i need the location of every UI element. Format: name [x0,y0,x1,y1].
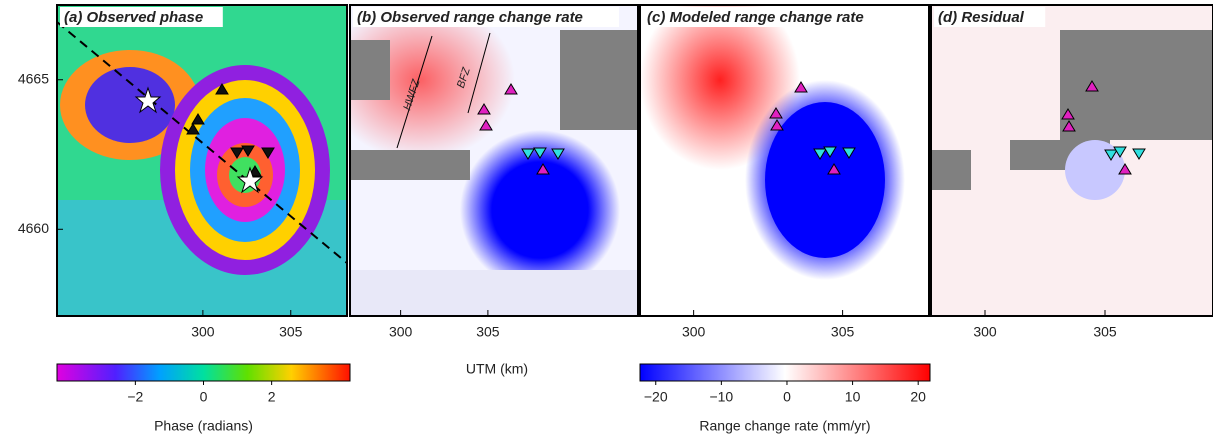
panel-b-image [350,5,638,316]
y-tick-label: 4660 [18,220,49,236]
panel-d-image [931,5,1213,316]
panel-title: (d) Residual [938,9,1025,26]
colorbar-tick-label: 10 [845,389,861,405]
x-tick-label: 305 [1093,324,1117,340]
colorbar-label: Range change rate (mm/yr) [699,418,870,434]
colorbar-tick-label: 20 [910,389,926,405]
x-tick-label: 305 [476,324,500,340]
panel-a-image [57,5,347,316]
panel-title: (c) Modeled range change rate [647,9,864,26]
x-axis-label: UTM (km) [466,361,528,377]
panel-frame [930,4,1213,317]
panel-frame [639,4,930,317]
colorbar-tick-label: 0 [783,389,791,405]
panel-title: (a) Observed phase [64,9,203,26]
colorbar-tick-label: 0 [200,389,208,405]
colorbar-range [639,363,931,382]
x-tick-label: 300 [682,324,706,340]
title-box [934,7,1046,27]
title-box [353,7,619,27]
y-tick-label: 4665 [18,70,49,86]
x-tick-label: 300 [389,324,413,340]
title-box [643,7,901,27]
x-tick-label: 300 [191,324,215,340]
x-tick-label: 300 [973,324,997,340]
panel-title: (b) Observed range change rate [357,9,583,26]
title-box [60,7,223,27]
colorbar-tick-label: −10 [709,389,733,405]
markers [134,80,1146,194]
colorbar-tick-label: −20 [644,389,668,405]
x-tick-label: 305 [279,324,303,340]
panel-c-image [640,5,929,316]
colorbar-phase [56,363,351,382]
x-tick-label: 305 [831,324,855,340]
panel-frame [56,4,348,317]
panel-frame [349,4,639,317]
colorbar-label: Phase (radians) [154,418,253,434]
colorbar-tick-label: −2 [127,389,143,405]
colorbar-tick-label: 2 [268,389,276,405]
